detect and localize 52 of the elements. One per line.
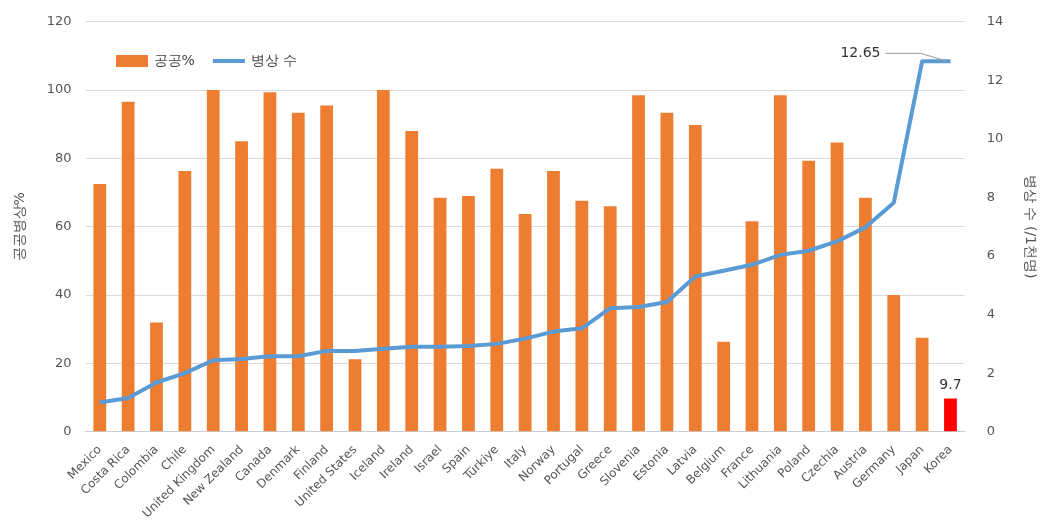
bar — [547, 171, 560, 432]
bar — [773, 95, 787, 432]
y2-axis-title: 병상 수 (/1천명) — [1022, 175, 1039, 279]
bar — [178, 171, 192, 432]
bar — [235, 141, 248, 432]
y-tick-label: 120 — [46, 13, 72, 29]
y2-tick-label: 14 — [986, 13, 1004, 29]
bar — [915, 337, 929, 432]
bar — [93, 184, 107, 432]
bar — [206, 90, 220, 432]
bar — [859, 197, 872, 432]
bar — [518, 214, 532, 432]
bar — [320, 105, 334, 432]
bar — [348, 359, 362, 432]
bar — [660, 112, 674, 432]
bar — [745, 221, 759, 432]
bar — [291, 112, 305, 432]
y2-tick-label: 2 — [986, 364, 995, 380]
y2-tick-label: 8 — [986, 188, 995, 204]
bar — [717, 341, 731, 432]
data-label: 12.65 — [840, 43, 881, 60]
y-tick-label: 60 — [55, 218, 72, 234]
bar — [944, 398, 957, 432]
bar — [121, 101, 135, 432]
bar — [263, 92, 277, 432]
bar — [462, 196, 475, 432]
y-tick-label: 0 — [63, 423, 72, 439]
bar — [887, 295, 901, 432]
bar — [433, 197, 447, 432]
y2-tick-label: 6 — [986, 247, 995, 263]
y2-tick-label: 12 — [986, 71, 1004, 87]
y-tick-label: 100 — [46, 81, 72, 97]
bar — [376, 90, 390, 432]
bar — [632, 95, 645, 432]
y2-tick-label: 0 — [986, 423, 995, 439]
data-label: 9.7 — [939, 376, 962, 393]
bar — [490, 168, 504, 432]
y2-tick-label: 10 — [986, 130, 1004, 146]
y-tick-label: 20 — [55, 354, 72, 370]
y2-tick-label: 4 — [986, 305, 995, 321]
y-tick-label: 80 — [55, 149, 72, 165]
legend-label: 병상 수 — [250, 51, 298, 70]
y-axis-title: 공공병상% — [11, 192, 28, 262]
bar — [688, 124, 702, 432]
bar — [802, 160, 816, 432]
y-tick-label: 40 — [55, 286, 72, 302]
bar — [575, 200, 589, 432]
legend-label: 공공% — [153, 51, 195, 70]
bar — [405, 131, 419, 432]
bar — [150, 322, 163, 432]
bar — [830, 142, 844, 432]
bar — [603, 206, 617, 432]
